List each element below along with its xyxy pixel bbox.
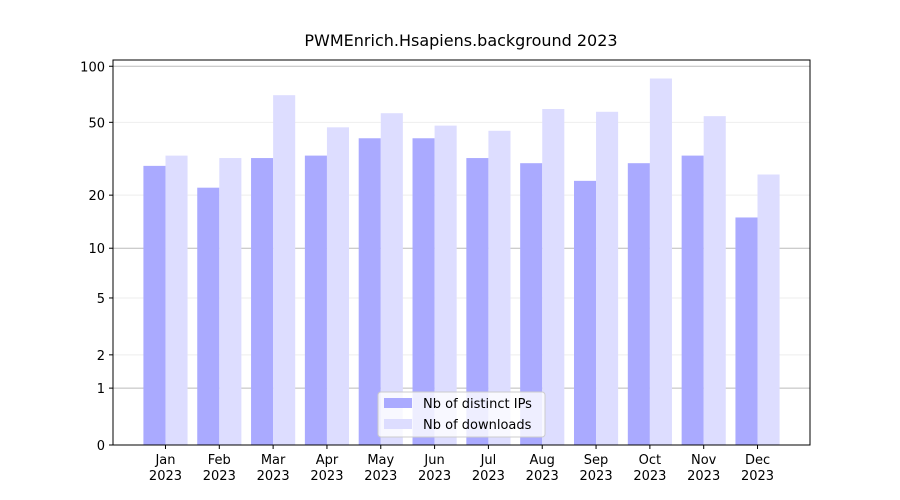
x-tick-label: Apr 2023 <box>310 453 344 484</box>
y-tick-label: 100 <box>80 60 105 75</box>
bar <box>757 174 780 445</box>
bar <box>520 163 543 445</box>
bar <box>326 127 350 445</box>
plot-frame <box>112 59 811 446</box>
x-tick-label: Dec 2023 <box>740 453 775 484</box>
y-tick-label: 5 <box>97 292 105 307</box>
y-tick-label: 20 <box>88 189 105 204</box>
bar <box>735 217 758 445</box>
y-tick-label: 2 <box>97 349 105 364</box>
legend-swatch <box>384 419 412 429</box>
bar <box>573 180 597 445</box>
legend-label: Nb of distinct IPs <box>423 397 532 412</box>
bar <box>434 125 457 445</box>
x-tick-label: Feb 2023 <box>202 453 236 484</box>
bar <box>627 163 650 445</box>
bar <box>273 95 296 446</box>
y-tick-label: 1 <box>97 382 105 397</box>
bar <box>304 155 327 445</box>
bar <box>143 165 166 445</box>
y-tick-label: 50 <box>88 116 105 131</box>
legend-label: Nb of downloads <box>423 418 532 433</box>
bar <box>649 78 672 446</box>
bar <box>596 111 619 445</box>
legend-swatch <box>384 398 412 408</box>
x-tick-label: Jan 2023 <box>148 453 183 484</box>
bar <box>380 113 403 445</box>
x-tick-label: Sep 2023 <box>579 453 613 484</box>
legend-box <box>377 391 546 438</box>
y-tick-label: 10 <box>88 242 105 257</box>
x-tick-label: Jul 2023 <box>471 453 505 484</box>
x-tick-label: Aug 2023 <box>525 453 559 484</box>
bar <box>251 158 274 445</box>
bar <box>412 138 435 445</box>
bar <box>681 155 704 445</box>
x-tick-label: May 2023 <box>364 453 398 484</box>
chart-title: PWMEnrich.Hsapiens.background 2023 <box>304 31 617 50</box>
bar <box>703 116 726 445</box>
bar <box>542 108 565 445</box>
bar <box>488 130 511 446</box>
legend: Nb of distinct IPs Nb of downloads <box>377 391 546 438</box>
x-tick-label: Mar 2023 <box>256 453 290 484</box>
bar <box>358 138 381 445</box>
x-tick-label: Jun 2023 <box>418 453 452 484</box>
bar <box>197 187 220 446</box>
bar <box>466 158 489 445</box>
bar <box>219 158 242 445</box>
bar <box>165 155 188 445</box>
x-tick-label: Oct 2023 <box>633 453 667 484</box>
x-tick-label: Nov 2023 <box>687 453 721 484</box>
y-tick-label: 0 <box>97 439 105 454</box>
